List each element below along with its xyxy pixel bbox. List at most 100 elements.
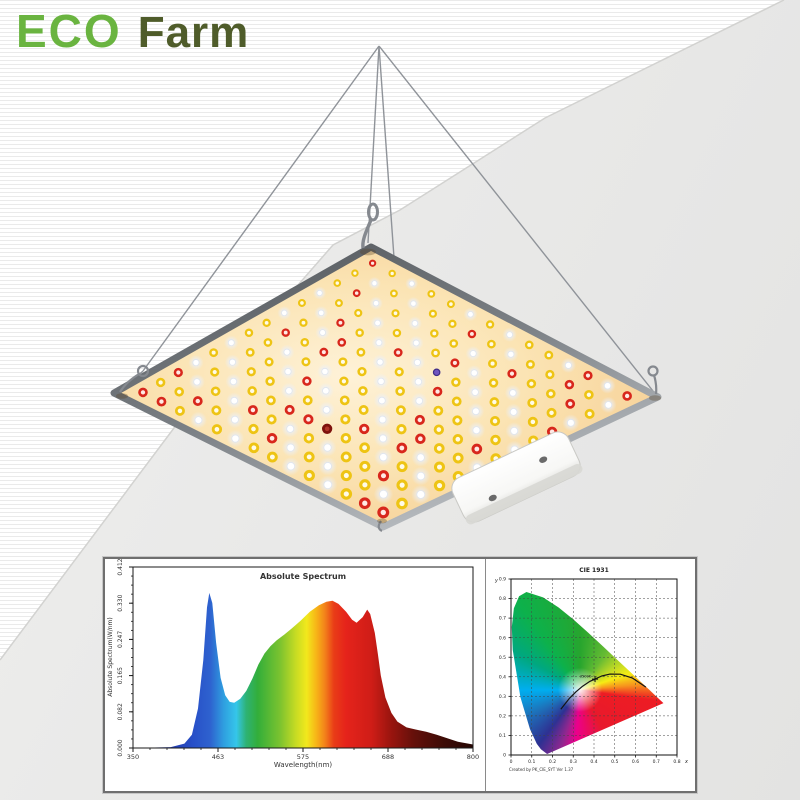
led-yellow [297,298,306,307]
led-white [281,438,300,457]
led-white [281,456,301,476]
led-yellow [488,359,498,369]
led-yellow [449,339,459,348]
led-white [226,429,245,448]
svg-text:0.7: 0.7 [653,759,660,765]
led-white [467,421,486,439]
svg-text:0.330: 0.330 [117,594,124,611]
led-white [410,373,427,390]
led-red [565,398,576,409]
led-white [411,466,431,486]
led-yellow [351,269,359,277]
led-yellow [266,414,277,425]
led-yellow [266,395,276,406]
led-red [156,396,167,407]
spectrum-title: Absolute Spectrum [260,572,346,581]
led-yellow [265,376,275,386]
led-white [373,484,394,504]
led-yellow [524,340,534,350]
led-array [138,259,632,519]
led-yellow [174,386,185,397]
led-white [370,315,385,331]
led-yellow [584,408,595,419]
led-white [505,422,523,440]
svg-text:0.7: 0.7 [499,616,506,622]
led-yellow [355,328,364,337]
led-red [622,391,632,401]
led-yellow [209,348,219,358]
led-white [189,411,207,429]
svg-text:0.3: 0.3 [499,694,506,700]
led-yellow [446,300,455,309]
svg-text:0.4: 0.4 [590,759,597,765]
led-yellow [244,328,254,338]
led-white [223,335,239,351]
led-yellow [526,378,537,389]
led-yellow [340,451,352,463]
led-white [503,346,519,362]
led-yellow [339,376,349,386]
led-yellow [396,424,407,435]
led-white [318,475,338,495]
led-white [560,357,577,373]
led-white [407,316,422,331]
led-yellow [433,461,446,473]
led-red [138,387,148,398]
led-yellow [299,318,308,327]
led-yellow [340,488,353,500]
led-red [352,289,361,298]
led-yellow [433,405,444,416]
led-yellow [452,452,464,464]
led-red [247,405,258,416]
led-red [415,433,426,445]
led-white [372,354,388,370]
cct-marker: 3500K [580,675,599,683]
led-yellow [584,389,594,400]
brand-logo-eco: ECO [16,5,122,57]
brand-logo: ECO Farm [16,4,249,58]
spectrum-plot: 350 463 575 688 800 0.000 0.082 0.165 0.247 0.330… [107,558,479,769]
svg-text:463: 463 [212,753,224,761]
spectrum-xlabel: Wavelength(nm) [274,761,333,769]
led-yellow [303,451,315,463]
led-red [358,497,371,510]
led-yellow [433,479,446,492]
led-yellow [264,357,274,367]
led-white [317,382,334,399]
led-red [337,338,347,347]
led-yellow [527,397,538,408]
led-yellow [546,407,557,418]
led-white [226,392,243,409]
led-yellow [487,339,496,349]
spectrum-tick-labels: 350 463 575 688 800 0.000 0.082 0.165 0.247 0.330… [117,558,479,761]
led-yellow [357,367,367,377]
cie-plot-overlay: 0 0.1 0.2 0.3 0.4 0.5 0.6 0.7 0.8 0 0.1 0.2 0.3 0.4 0.… [494,567,688,772]
led-red [336,318,345,327]
led-yellow [340,469,352,482]
led-white [280,363,296,380]
grow-light-fixture [110,45,662,532]
led-yellow [452,434,464,445]
led-white [463,307,478,322]
led-yellow [246,367,256,377]
led-red [303,414,314,425]
led-white [279,344,295,360]
cie-1931-chart: 0 0.1 0.2 0.3 0.4 0.5 0.6 0.7 0.8 0 0.1 0.2 0.3 0.4 0.… [487,559,695,791]
led-yellow [211,424,223,435]
led-white [405,277,419,291]
led-yellow [358,386,368,396]
led-yellow [490,434,501,446]
led-yellow [545,369,555,380]
led-red [377,470,390,482]
cie-grid [511,579,677,755]
led-yellow [210,367,220,377]
led-yellow [433,424,445,435]
cie-title: CIE 1931 [579,567,609,574]
led-white [599,377,616,394]
led-yellow [396,497,408,510]
led-yellow [525,359,535,369]
led-red [450,358,460,368]
led-yellow [247,386,257,396]
led-white [600,396,617,414]
